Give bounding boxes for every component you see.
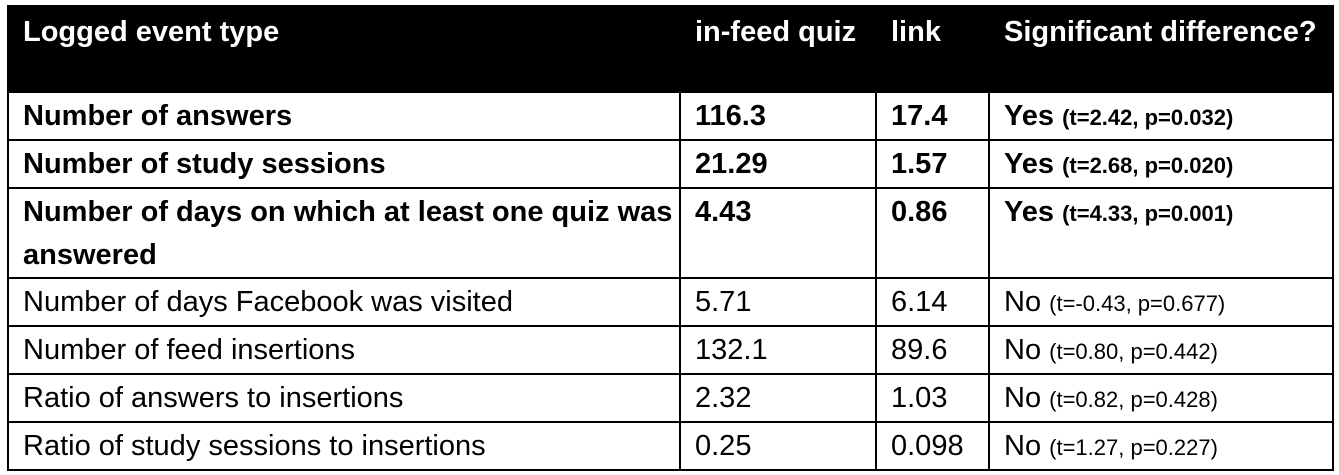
test-statistic: (t=0.80, p=0.442) xyxy=(1049,339,1218,364)
test-statistic: (t=1.27, p=0.227) xyxy=(1049,435,1218,460)
table-row: Number of answers 116.3 17.4 Yes (t=2.42… xyxy=(7,91,1334,141)
link-value: 0.86 xyxy=(875,187,990,279)
event-cell: Number of days on which at least one qui… xyxy=(7,187,681,279)
event-cell: Number of days Facebook was visited xyxy=(7,277,681,327)
significance-answer: Yes xyxy=(1004,148,1054,180)
link-value: 0.098 xyxy=(875,421,990,471)
table-body: Number of answers 116.3 17.4 Yes (t=2.42… xyxy=(7,91,1334,471)
significance-cell: Yes (t=2.42, p=0.032) xyxy=(988,91,1334,141)
event-cell: Number of answers xyxy=(7,91,681,141)
header-significant-difference: Significant difference? xyxy=(988,5,1334,93)
significance-cell: Yes (t=4.33, p=0.001) xyxy=(988,187,1334,279)
in-feed-value: 21.29 xyxy=(679,139,877,189)
in-feed-value: 4.43 xyxy=(679,187,877,279)
significance-cell: No (t=-0.43, p=0.677) xyxy=(988,277,1334,327)
test-statistic: (t=2.42, p=0.032) xyxy=(1062,105,1234,130)
link-value: 17.4 xyxy=(875,91,990,141)
table-header: Logged event type in-feed quiz link Sign… xyxy=(7,5,1334,93)
in-feed-value: 2.32 xyxy=(679,373,877,423)
header-event-type: Logged event type xyxy=(7,5,681,93)
significance-cell: Yes (t=2.68, p=0.020) xyxy=(988,139,1334,189)
table-row: Number of feed insertions 132.1 89.6 No … xyxy=(7,325,1334,375)
table-row: Ratio of study sessions to insertions 0.… xyxy=(7,421,1334,471)
table-row: Ratio of answers to insertions 2.32 1.03… xyxy=(7,373,1334,423)
significance-cell: No (t=0.80, p=0.442) xyxy=(988,325,1334,375)
link-value: 1.03 xyxy=(875,373,990,423)
test-statistic: (t=0.82, p=0.428) xyxy=(1049,387,1218,412)
event-cell: Ratio of answers to insertions xyxy=(7,373,681,423)
in-feed-value: 132.1 xyxy=(679,325,877,375)
event-cell: Number of study sessions xyxy=(7,139,681,189)
table-row: Number of study sessions 21.29 1.57 Yes … xyxy=(7,139,1334,189)
significance-answer: No xyxy=(1004,286,1042,318)
link-value: 89.6 xyxy=(875,325,990,375)
table-row: Number of days on which at least one qui… xyxy=(7,187,1334,279)
significance-cell: No (t=1.27, p=0.227) xyxy=(988,421,1334,471)
header-in-feed-quiz: in-feed quiz xyxy=(679,5,877,93)
test-statistic: (t=4.33, p=0.001) xyxy=(1062,201,1234,226)
link-value: 6.14 xyxy=(875,277,990,327)
test-statistic: (t=-0.43, p=0.677) xyxy=(1049,291,1226,316)
in-feed-value: 116.3 xyxy=(679,91,877,141)
significance-answer: Yes xyxy=(1004,100,1054,132)
header-link: link xyxy=(875,5,990,93)
in-feed-value: 5.71 xyxy=(679,277,877,327)
in-feed-value: 0.25 xyxy=(679,421,877,471)
event-cell: Ratio of study sessions to insertions xyxy=(7,421,681,471)
significance-cell: No (t=0.82, p=0.428) xyxy=(988,373,1334,423)
header-row: Logged event type in-feed quiz link Sign… xyxy=(7,5,1334,93)
significance-answer: No xyxy=(1004,430,1042,462)
significance-answer: Yes xyxy=(1004,196,1054,228)
results-table: Logged event type in-feed quiz link Sign… xyxy=(7,5,1334,471)
test-statistic: (t=2.68, p=0.020) xyxy=(1062,153,1234,178)
significance-answer: No xyxy=(1004,382,1042,414)
link-value: 1.57 xyxy=(875,139,990,189)
event-cell: Number of feed insertions xyxy=(7,325,681,375)
table-row: Number of days Facebook was visited 5.71… xyxy=(7,277,1334,327)
significance-answer: No xyxy=(1004,334,1042,366)
